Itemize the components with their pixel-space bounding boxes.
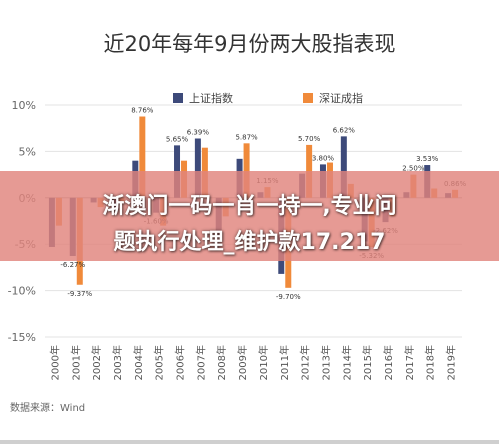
- x-tick-label: 2012年: [299, 345, 312, 380]
- overlay-banner-line1: 渐澳门一码一肖一持一,专业问: [102, 194, 397, 219]
- bar-sh: [194, 138, 201, 198]
- x-tick-label: 2007年: [194, 345, 207, 380]
- x-tick-label: 2006年: [174, 345, 187, 380]
- overlay-banner-line2: 题执行处理_维护款17.217: [113, 230, 386, 255]
- data-label: 6.62%: [333, 126, 356, 134]
- x-tick-label: 2009年: [236, 345, 249, 380]
- x-tick-label: 2010年: [257, 345, 270, 380]
- data-label: 8.76%: [131, 107, 154, 115]
- data-label: -9.70%: [276, 293, 301, 301]
- x-tick-label: 2014年: [340, 345, 353, 380]
- data-label: -9.37%: [67, 290, 92, 298]
- x-tick-label: 2015年: [361, 345, 374, 380]
- x-tick-label: 2016年: [382, 345, 395, 380]
- data-label: 3.53%: [416, 155, 439, 163]
- x-tick-label: 2017年: [403, 345, 416, 380]
- x-tick-label: 2011年: [278, 345, 291, 380]
- data-label: 5.87%: [235, 133, 258, 141]
- x-tick-label: 2005年: [153, 345, 166, 380]
- x-tick-label: 2002年: [90, 345, 103, 380]
- legend: 上证指数 深证成指: [173, 90, 363, 106]
- data-label: 5.65%: [166, 135, 189, 143]
- x-tick-label: 2018年: [424, 345, 437, 380]
- legend-item-sh: 上证指数: [173, 90, 233, 106]
- data-label: -6.27%: [60, 261, 85, 269]
- legend-label-sh: 上证指数: [189, 92, 233, 105]
- bar-sz: [243, 143, 250, 198]
- legend-swatch-sh: [173, 93, 183, 103]
- x-tick-label: 2008年: [215, 345, 228, 380]
- legend-item-sz: 深证成指: [303, 90, 363, 106]
- x-tick-label: 2013年: [319, 345, 332, 380]
- y-tick-label: 10%: [12, 99, 36, 112]
- x-tick-label: 2004年: [132, 345, 145, 380]
- x-tick-label: 2001年: [69, 345, 82, 380]
- data-label: 6.39%: [187, 129, 210, 137]
- bar-sh: [340, 136, 347, 198]
- legend-label-sz: 深证成指: [319, 92, 363, 105]
- chart-title: 近20年每年9月份两大股指表现: [103, 32, 396, 56]
- y-tick-label: 5%: [19, 145, 36, 158]
- data-source-note: 数据来源：Wind: [10, 403, 86, 414]
- data-label: 3.80%: [312, 154, 335, 162]
- y-tick-label: -10%: [8, 285, 36, 298]
- data-label: 2.50%: [402, 165, 425, 173]
- bottom-divider: [0, 440, 499, 444]
- x-tick-label: 2003年: [111, 345, 124, 380]
- x-tick-label: 2019年: [445, 345, 458, 380]
- legend-swatch-sz: [303, 93, 313, 103]
- overlay-banner: [0, 171, 499, 261]
- data-label: 5.70%: [298, 135, 321, 143]
- bar-sz: [139, 116, 146, 198]
- x-tick-label: 2000年: [48, 345, 61, 380]
- y-tick-label: -15%: [8, 331, 36, 344]
